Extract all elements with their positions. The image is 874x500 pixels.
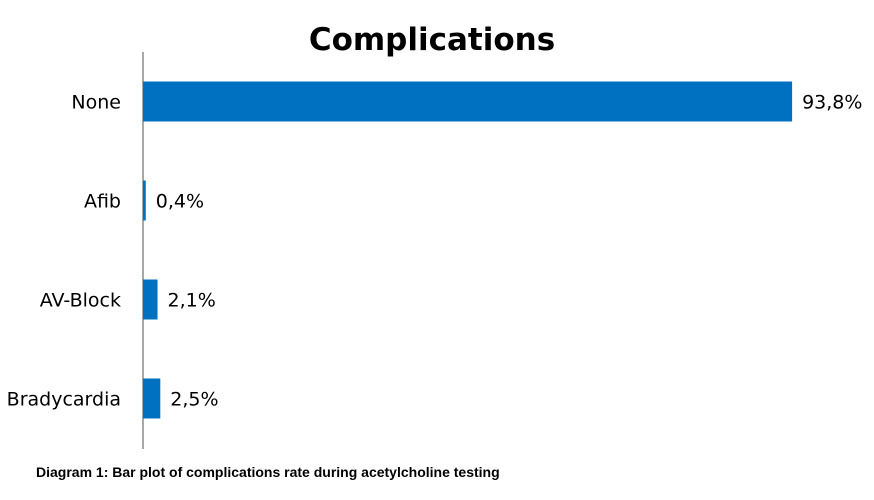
data-label: 2,5% [170,389,218,411]
bar-afib [143,180,146,221]
bars-group: None 93,8% Afib 0,4% AV-Block 2,1% Bradycardia… [7,81,862,419]
figure-caption: Diagram 1: Bar plot of complications rat… [36,464,500,480]
data-label: 0,4% [156,191,204,213]
bar-none [143,81,793,122]
category-label: Bradycardia [7,389,121,411]
bar-bradycardia [143,378,161,419]
data-label: 93,8% [802,92,862,114]
category-label: AV-Block [40,290,121,312]
category-label: Afib [84,191,121,213]
bar-chart: Complications None 93,8% Afib 0,4% AV-Block 2… [7,22,862,449]
category-label: None [71,92,121,114]
bar-av-block [143,279,158,320]
chart-title: Complications [309,22,555,58]
data-label: 2,1% [168,290,216,312]
